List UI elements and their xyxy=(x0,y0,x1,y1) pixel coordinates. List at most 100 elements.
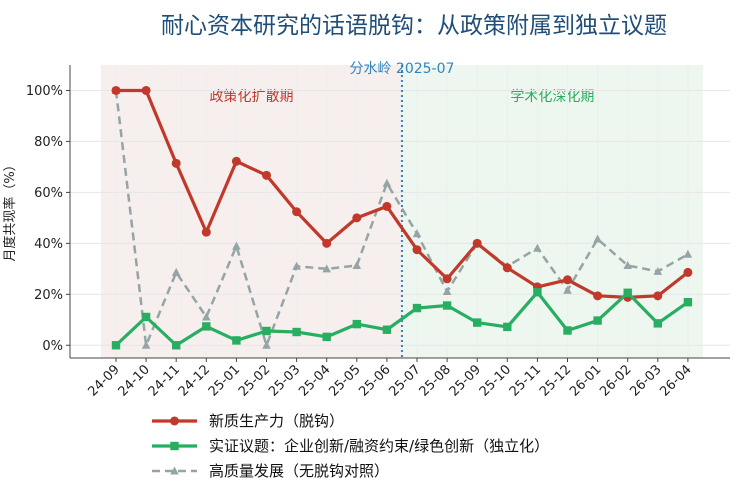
series-1-point-5 xyxy=(262,326,271,336)
series-0-point-18 xyxy=(653,291,663,301)
series-1-point-1 xyxy=(141,312,151,322)
x-tick-label-7: 25-04 xyxy=(296,362,333,399)
series-0-point-1 xyxy=(141,85,151,95)
legend-marker-2 xyxy=(170,466,179,475)
series-2 xyxy=(111,85,693,349)
series-layer xyxy=(111,85,693,350)
y-tick-label-0: 0% xyxy=(42,339,63,354)
x-tick-label-10: 25-07 xyxy=(387,362,424,399)
series-0-point-8 xyxy=(352,213,362,223)
series-0-point-12 xyxy=(472,238,482,248)
region-label-0: 政策化扩散期 xyxy=(209,88,293,105)
legend-label-0: 新质生产力（脱钩） xyxy=(209,412,344,430)
series-line-1 xyxy=(114,290,689,347)
series-1 xyxy=(111,288,693,350)
x-tick-label-6: 25-03 xyxy=(266,362,303,399)
series-0 xyxy=(111,85,693,302)
series-0-point-6 xyxy=(292,207,302,217)
x-tick-label-18: 26-03 xyxy=(627,362,664,399)
series-2-point-3 xyxy=(202,312,211,321)
series-2-point-9 xyxy=(382,178,392,187)
axes: 分水岭 2025-07 xyxy=(69,61,730,359)
series-0-point-5 xyxy=(262,170,271,180)
y-ticks: 0% 20% 40% 60% 80% 100% xyxy=(26,84,70,354)
x-tick-label-19: 26-04 xyxy=(657,362,694,399)
series-1-point-0 xyxy=(111,341,121,350)
x-tick-label-17: 26-02 xyxy=(597,362,634,399)
series-line-2 xyxy=(114,90,689,347)
series-2-point-15 xyxy=(563,285,572,294)
series-1-point-10 xyxy=(412,303,422,313)
series-1-point-12 xyxy=(473,318,482,327)
x-tick-label-16: 26-01 xyxy=(567,362,604,399)
y-tick-label-5: 100% xyxy=(26,84,63,99)
series-0-point-11 xyxy=(442,274,452,284)
x-tick-label-4: 25-01 xyxy=(206,362,243,399)
series-1-point-14 xyxy=(533,288,542,297)
series-0-point-16 xyxy=(593,291,603,301)
series-2-point-7 xyxy=(322,264,331,273)
series-0-point-0 xyxy=(111,85,121,95)
series-0-point-2 xyxy=(171,158,181,168)
series-1-point-16 xyxy=(593,316,602,325)
x-tick-label-0: 24-09 xyxy=(86,362,123,399)
series-2-point-16 xyxy=(593,234,602,243)
series-0-point-10 xyxy=(412,245,422,255)
x-tick-label-3: 24-12 xyxy=(176,362,213,399)
series-1-point-8 xyxy=(352,319,361,329)
x-tick-label-9: 25-06 xyxy=(356,362,393,399)
series-2-point-2 xyxy=(171,267,181,276)
series-1-point-3 xyxy=(202,322,211,331)
y-tick-label-3: 60% xyxy=(34,186,63,201)
series-2-point-6 xyxy=(292,261,301,270)
x-tick-label-2: 24-11 xyxy=(146,362,183,399)
series-0-point-7 xyxy=(322,238,332,248)
chart-title: 耐心资本研究的话语脱钩：从政策附属到独立议题 xyxy=(161,13,667,39)
x-tick-label-12: 25-09 xyxy=(447,362,484,399)
region-label-1: 学术化深化期 xyxy=(510,89,594,105)
series-2-point-11 xyxy=(442,287,452,296)
x-ticks: 24-0924-1024-1124-1225-0125-0225-0325-04… xyxy=(86,358,695,400)
legend-label-2: 高质量发展（无脱钩对照） xyxy=(209,462,389,480)
series-2-point-17 xyxy=(623,261,632,270)
legend-label-1: 实证议题：企业创新/融资约束/绿色创新（独立化） xyxy=(209,437,549,455)
region-band-0 xyxy=(101,65,402,358)
series-2-point-5 xyxy=(262,340,271,349)
series-1-point-6 xyxy=(292,327,301,337)
series-2-point-4 xyxy=(232,241,241,250)
y-tick-label-2: 40% xyxy=(34,237,63,252)
series-2-point-18 xyxy=(653,266,663,275)
series-1-point-19 xyxy=(683,298,693,307)
series-1-point-13 xyxy=(503,322,512,332)
x-tick-label-8: 25-05 xyxy=(326,362,363,399)
series-2-point-19 xyxy=(683,249,693,258)
series-line-0 xyxy=(116,88,689,299)
series-0-point-9 xyxy=(382,201,392,211)
series-0-point-4 xyxy=(231,156,241,166)
x-tick-label-15: 25-12 xyxy=(537,362,574,399)
y-axis-label: 月度共现率（%） xyxy=(2,158,18,261)
x-tick-label-1: 24-10 xyxy=(116,362,153,399)
series-0-point-3 xyxy=(201,227,211,237)
series-2-point-1 xyxy=(141,340,151,349)
series-1-point-17 xyxy=(623,288,632,297)
series-0-point-19 xyxy=(683,267,693,277)
series-1-point-18 xyxy=(653,319,662,328)
legend-marker-0 xyxy=(170,416,179,426)
series-1-point-15 xyxy=(563,326,572,335)
series-0-point-15 xyxy=(563,275,572,285)
divider-label: 分水岭 2025-07 xyxy=(349,61,454,77)
y-tick-label-4: 80% xyxy=(34,135,63,150)
x-tick-label-5: 25-02 xyxy=(236,362,273,399)
series-1-point-11 xyxy=(442,301,452,310)
series-1-point-9 xyxy=(382,325,392,334)
legend-marker-1 xyxy=(170,441,179,451)
series-1-point-2 xyxy=(172,341,181,350)
y-tick-label-1: 20% xyxy=(34,288,63,303)
series-2-point-10 xyxy=(412,229,422,238)
series-0-point-13 xyxy=(502,263,512,273)
series-1-point-7 xyxy=(322,332,331,342)
x-tick-label-11: 25-08 xyxy=(417,362,454,399)
x-tick-label-14: 25-11 xyxy=(507,362,544,399)
